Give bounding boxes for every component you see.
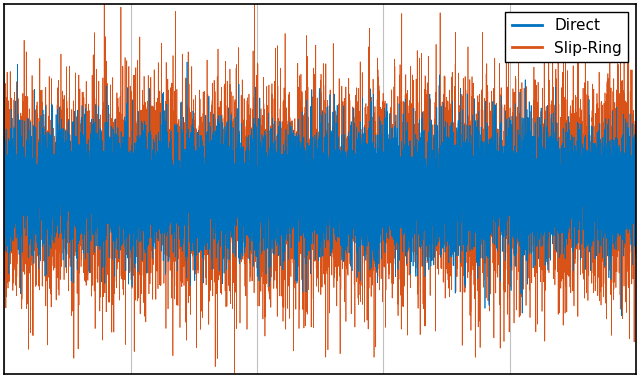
Direct	[124, 189, 132, 193]
Direct	[632, 166, 639, 170]
Slip-Ring	[230, 370, 238, 375]
Legend: Direct, Slip-Ring: Direct, Slip-Ring	[506, 12, 628, 62]
Direct	[26, 176, 34, 181]
Slip-Ring	[38, 88, 46, 92]
Direct	[598, 174, 606, 178]
Slip-Ring	[309, 245, 317, 250]
Slip-Ring	[124, 138, 132, 143]
Slip-Ring	[3, 280, 11, 285]
Direct	[183, 60, 191, 64]
Direct	[38, 201, 46, 206]
Direct	[1, 170, 8, 175]
Direct	[3, 210, 11, 215]
Slip-Ring	[1, 99, 8, 104]
Line: Slip-Ring: Slip-Ring	[4, 0, 636, 373]
Slip-Ring	[26, 194, 34, 198]
Slip-Ring	[598, 125, 606, 130]
Direct	[618, 314, 625, 318]
Line: Direct: Direct	[4, 62, 636, 316]
Direct	[309, 166, 317, 171]
Slip-Ring	[632, 255, 639, 259]
